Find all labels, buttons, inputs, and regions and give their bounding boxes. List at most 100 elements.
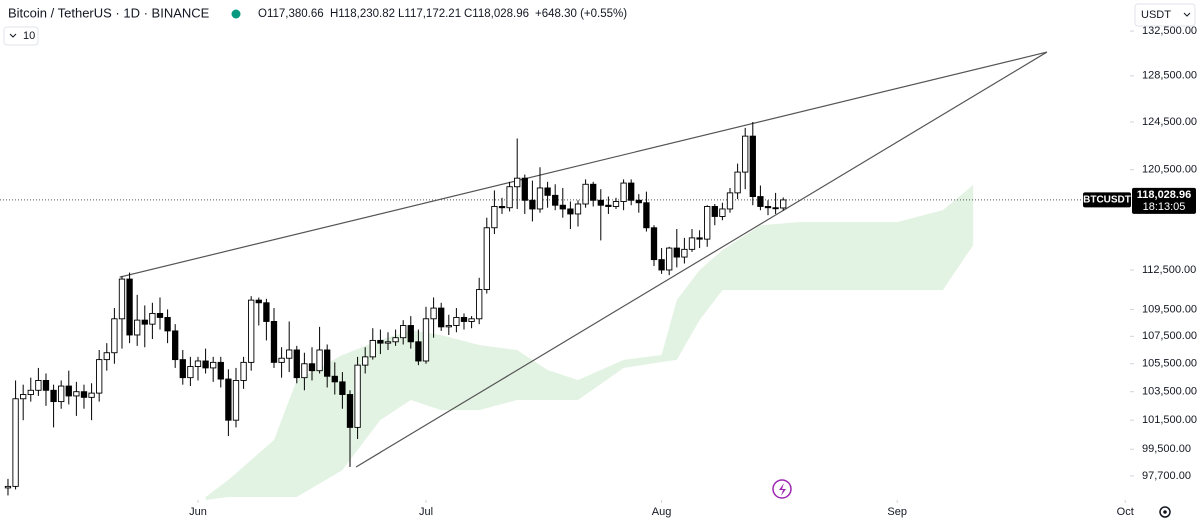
candle-body [4,485,12,489]
candle-body [635,199,642,204]
candle-body [339,381,346,395]
trendline [355,51,1048,468]
candle-body [20,394,27,400]
candle-body [643,202,650,229]
candle-body [757,196,764,207]
y-tick-label: 107,500.00 [1142,330,1197,342]
countdown-label: 18:13:05 [1143,201,1186,213]
candle-body [590,183,597,201]
last-price-label: 118,028.96 [1137,189,1191,201]
chart-title: Bitcoin / TetherUS · 1D · BINANCE [8,5,210,20]
candle-body [96,359,103,394]
candle-body [666,247,673,271]
candle-body [764,206,772,209]
candle-body [369,339,376,358]
y-tick-label: 124,500.00 [1142,116,1197,128]
currency-label: USDT [1141,9,1171,21]
candle-body [156,312,164,318]
trendline [119,51,1048,278]
candle-body [194,360,202,367]
candle-body [552,194,559,206]
y-tick-label: 132,500.00 [1142,25,1197,37]
candle-body [468,318,475,322]
candle-body [27,389,34,395]
candle-body [438,307,445,328]
candle-body [210,361,217,369]
status-dot [231,9,241,19]
ohlc-value: C118,028.96 [464,8,529,20]
candle-body [377,339,384,344]
y-tick-label: 105,500.00 [1142,358,1197,370]
candle-body [696,237,703,240]
candle-body [301,363,308,379]
candle-body [164,316,171,332]
candle-body [179,359,186,379]
candle-body [65,385,72,397]
candle-body [544,187,551,196]
candle-body [88,392,95,398]
candle-body [293,349,300,379]
y-tick-label: 103,500.00 [1142,386,1197,398]
candle-body [453,316,460,326]
candle-body [187,366,194,379]
x-tick-label: Jul [419,506,433,518]
y-tick-label: 120,500.00 [1142,164,1197,176]
price-axis-bg [1130,0,1200,526]
candle-body [605,204,612,207]
candle-body [400,325,407,339]
candle-body [346,394,354,428]
candle-body [80,391,88,398]
x-tick-label: Jun [189,506,207,518]
candle-body [324,349,331,377]
candle-body [42,380,50,391]
ohlc-header: O117,380.66 H118,230.82 L117,172.21 C118,02… [258,8,529,20]
candle-body [73,391,80,397]
symbol-label: BTCUSDT [1083,195,1131,206]
ohlc-value: L117,172.21 [398,8,461,20]
candle-body [574,203,582,215]
change-label: +648.30 (+0.55%) [535,8,627,20]
candle-body [704,206,711,240]
candle-body [536,187,544,210]
candle-body [248,299,255,363]
candle-body [521,177,528,201]
candle-body [726,192,734,210]
lightning-icon [779,483,786,496]
candle-body [514,177,521,188]
candle-body [384,341,392,344]
settings-icon[interactable] [1159,506,1171,518]
candle-body [255,299,262,304]
x-tick-label: Sep [887,506,907,518]
candle-body [270,321,278,363]
candle-body [597,199,604,206]
candle-body [50,389,57,403]
candle-body [149,312,156,325]
candle-body [331,375,338,383]
candle-body [118,278,126,320]
x-tick-label: Oct [1117,506,1134,518]
indicator-toggle[interactable] [3,26,39,46]
candle-body [415,341,422,362]
currency-select[interactable] [1134,3,1196,27]
candle-body [742,135,749,173]
candle-body [734,171,741,194]
symbol-tag [1083,192,1131,208]
candle-body [711,206,718,217]
candle-body [498,206,506,209]
chevron-icon [9,33,17,38]
candle-body [529,199,536,210]
candle-body [681,248,688,258]
settings-icon-center [1163,510,1167,514]
candle-body [719,208,726,217]
candle-body [476,289,483,320]
candle-body [460,316,468,322]
indicator-count: 10 [23,30,35,42]
candle-body [483,227,490,291]
candle-body [567,208,574,215]
candle-body [232,380,240,421]
y-tick-label: 99,500.00 [1142,443,1191,455]
y-tick-label: 109,500.00 [1142,303,1197,315]
chevron-icon [1183,12,1191,17]
candle-body [217,361,224,380]
